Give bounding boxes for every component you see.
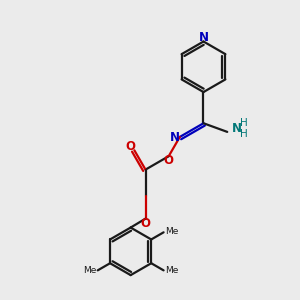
Text: H: H	[240, 118, 248, 128]
Text: Me: Me	[83, 266, 96, 275]
Text: O: O	[125, 140, 135, 153]
Text: Me: Me	[165, 227, 178, 236]
Text: Me: Me	[165, 266, 178, 275]
Text: N: N	[232, 122, 242, 135]
Text: N: N	[199, 32, 208, 44]
Text: H: H	[240, 129, 248, 139]
Text: O: O	[164, 154, 174, 167]
Text: N: N	[169, 131, 179, 144]
Text: O: O	[140, 217, 151, 230]
